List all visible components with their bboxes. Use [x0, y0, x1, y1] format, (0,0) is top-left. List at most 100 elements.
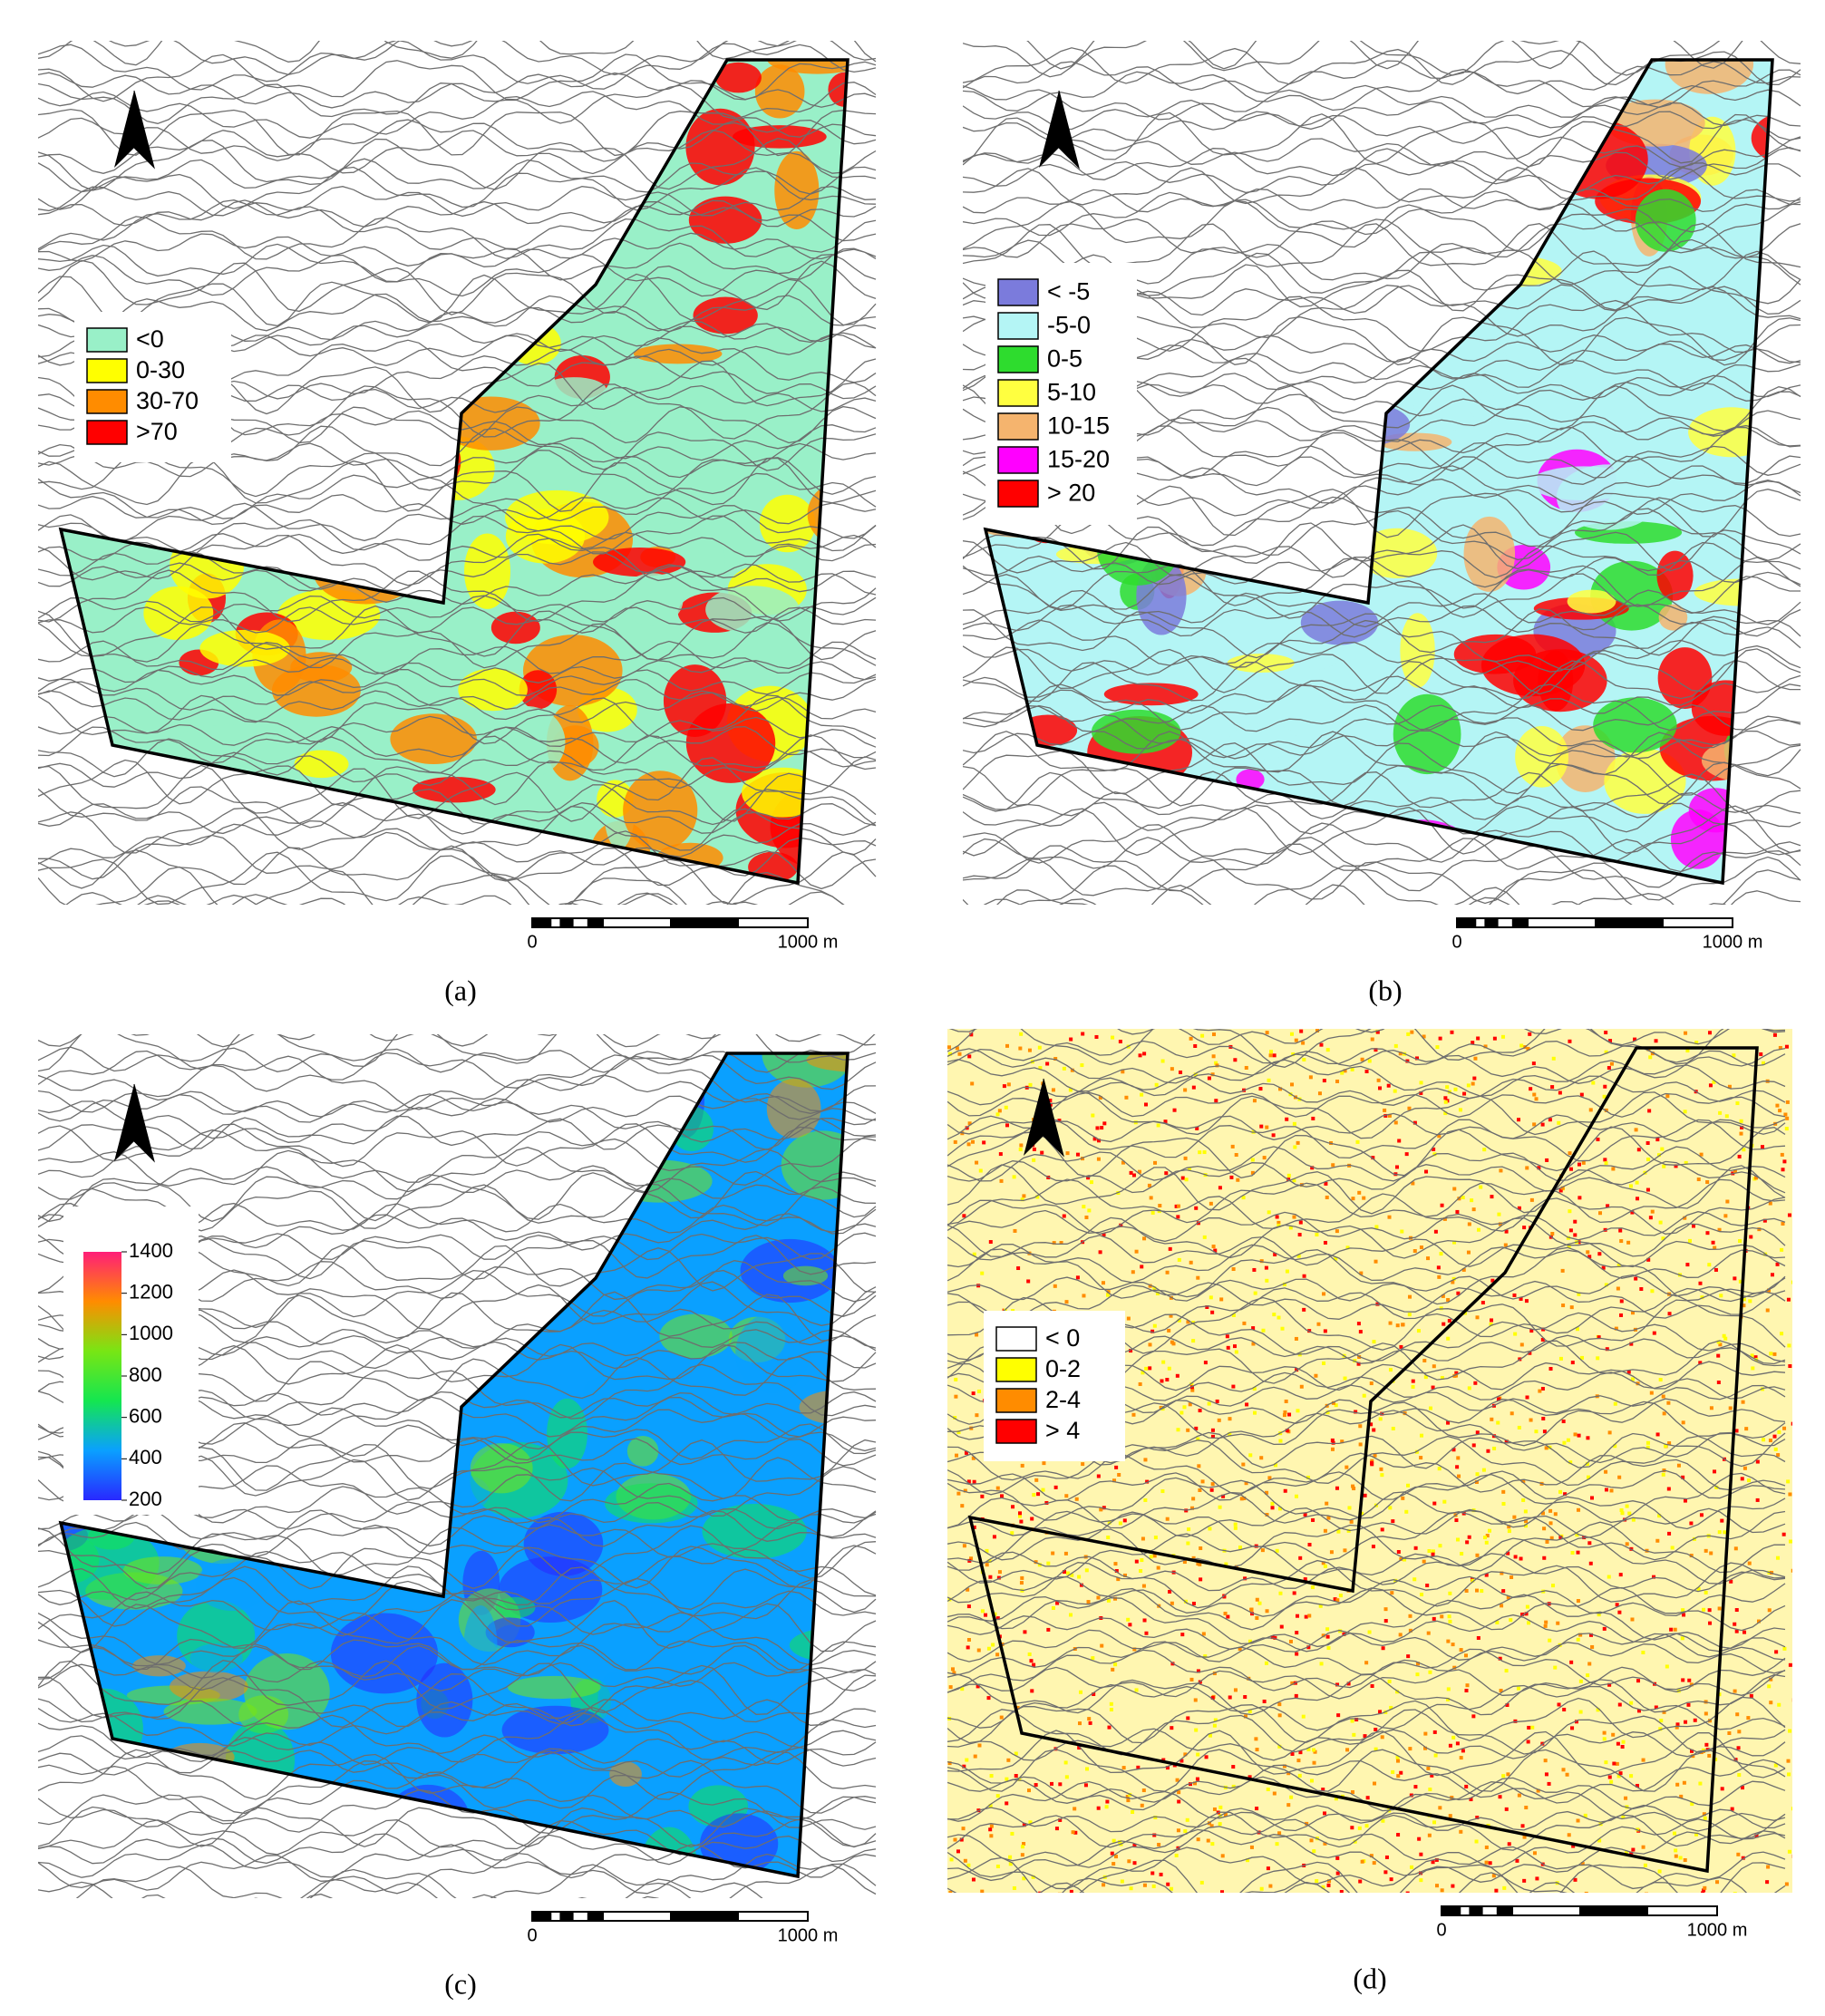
surface-cell — [1476, 1036, 1480, 1041]
surface-cell — [1077, 1746, 1082, 1750]
surface-cell — [1141, 1788, 1146, 1793]
surface-cell — [1473, 1056, 1478, 1061]
colorbar-tick-label: 600 — [129, 1404, 162, 1427]
surface-cell — [1020, 1575, 1024, 1580]
contour-line — [38, 551, 877, 593]
legend-swatch — [997, 480, 1039, 508]
contour-line — [38, 1734, 877, 1766]
contour-line — [947, 1178, 1786, 1226]
surface-cell — [1469, 1798, 1473, 1802]
surface-cell — [1526, 1740, 1530, 1744]
surface-cell — [1141, 1536, 1145, 1541]
surface-cell — [1081, 1032, 1085, 1036]
surface-cell — [1505, 1702, 1510, 1707]
contour-line — [963, 791, 1801, 820]
surface-cell — [1557, 1120, 1561, 1125]
surface-cell — [1645, 1140, 1650, 1145]
surface-cell — [1455, 1465, 1460, 1469]
surface-cell — [986, 1696, 991, 1701]
surface-cell — [977, 1743, 982, 1748]
surface-cell — [1724, 1114, 1729, 1119]
surface-cell — [1464, 1784, 1469, 1788]
contour-line — [38, 1660, 877, 1691]
surface-cell — [1023, 1630, 1027, 1634]
surface-cell — [1615, 1761, 1619, 1766]
surface-cell — [1389, 1877, 1393, 1882]
surface-cell — [1513, 1332, 1518, 1336]
surface-cell — [1344, 1465, 1349, 1469]
contour-line — [963, 674, 1801, 714]
surface-cell — [1149, 1196, 1153, 1200]
surface-cell — [1094, 1034, 1099, 1039]
surface-cell — [1586, 1436, 1590, 1440]
surface-cell — [1370, 1684, 1374, 1689]
surface-cell — [1786, 1479, 1791, 1484]
contour-line — [963, 646, 1801, 695]
surface-cell — [1486, 1449, 1490, 1453]
surface-cell — [1008, 1855, 1013, 1859]
contour-line — [38, 1712, 877, 1763]
surface-cell — [1570, 1726, 1575, 1730]
surface-cell — [1252, 1099, 1257, 1103]
contour-line — [38, 494, 877, 526]
surface-cell — [1186, 1320, 1190, 1324]
surface-cell — [995, 1616, 1000, 1621]
surface-cell — [1430, 1773, 1434, 1778]
surface-cell — [1286, 1173, 1291, 1178]
surface-cell — [1769, 1352, 1773, 1356]
surface-cell — [1223, 1812, 1228, 1817]
surface-cell — [1325, 1627, 1330, 1632]
surface-cell — [1210, 1310, 1215, 1314]
contour-line — [963, 190, 1801, 237]
surface-cell — [1734, 1429, 1739, 1433]
surface-cell — [1020, 1845, 1024, 1849]
surface-cell — [1302, 1274, 1306, 1278]
surface-blob — [1227, 654, 1295, 674]
surface-cell — [1569, 1305, 1574, 1310]
surface-cell — [1568, 1209, 1572, 1214]
surface-cell — [1432, 1147, 1436, 1151]
surface-cell — [1131, 1270, 1135, 1275]
panel-caption: (c) — [444, 1967, 477, 2000]
surface-cell — [1112, 1478, 1117, 1483]
surface-cell — [1741, 1856, 1745, 1860]
contour-line — [963, 771, 1801, 815]
contour-line — [947, 1216, 1786, 1259]
surface-cell — [1465, 1683, 1470, 1688]
surface-cell — [989, 1824, 994, 1828]
surface-blob — [1513, 649, 1607, 712]
surface-cell — [1099, 1507, 1103, 1512]
surface-cell — [1374, 1259, 1378, 1264]
surface-cell — [1787, 1343, 1791, 1348]
contour-line — [947, 1811, 1786, 1851]
surface-cell — [1149, 1555, 1153, 1559]
surface-cell — [1737, 1730, 1742, 1734]
surface-cell — [1317, 1091, 1322, 1096]
contour-line — [38, 1123, 877, 1168]
surface-cell — [1604, 1760, 1608, 1765]
surface-cell — [1722, 1333, 1726, 1338]
surface-cell — [1153, 1160, 1158, 1165]
surface-cell — [1032, 1493, 1036, 1497]
surface-blob — [623, 771, 698, 851]
surface-cell — [1512, 1293, 1517, 1297]
surface-cell — [1683, 1498, 1687, 1503]
surface-blob — [122, 1556, 203, 1585]
surface-cell — [1323, 1240, 1327, 1245]
surface-cell — [1186, 1428, 1190, 1432]
surface-cell — [975, 1160, 979, 1165]
surface-cell — [1476, 1635, 1480, 1640]
surface-cell — [970, 1081, 975, 1086]
surface-cell — [1630, 1617, 1635, 1622]
surface-cell — [1375, 1030, 1380, 1034]
surface-cell — [1621, 1740, 1626, 1744]
surface-cell — [999, 1178, 1004, 1183]
surface-cell — [1766, 1865, 1771, 1869]
surface-cell — [1312, 1760, 1316, 1765]
surface-cell — [1017, 1514, 1022, 1518]
surface-cell — [1467, 1222, 1471, 1226]
surface-cell — [1265, 1512, 1269, 1517]
surface-cell — [1290, 1751, 1295, 1756]
surface-cell — [1788, 1662, 1792, 1667]
contour-line — [92, 41, 877, 66]
